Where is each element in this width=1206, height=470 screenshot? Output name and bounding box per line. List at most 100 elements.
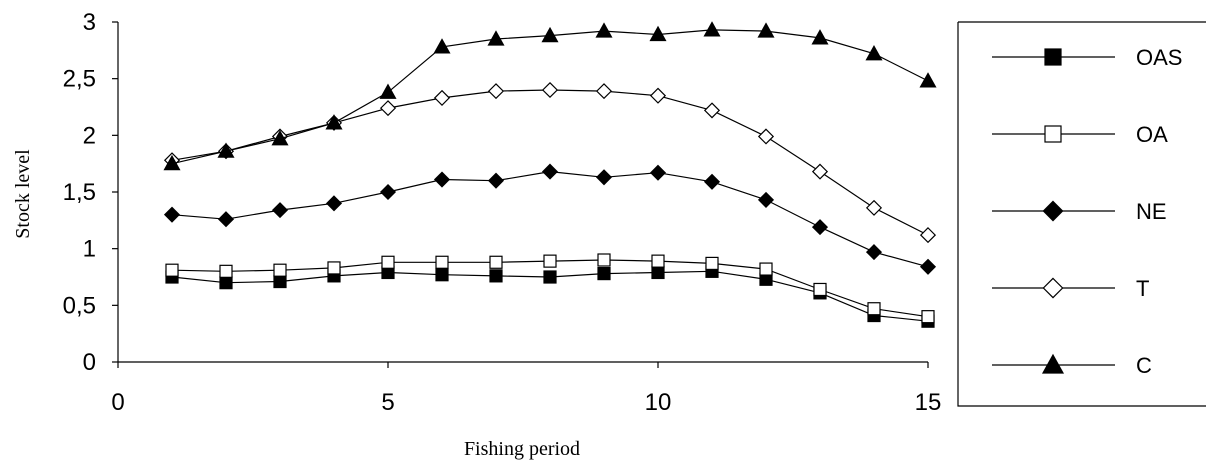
data-point [703,102,721,119]
data-point [649,164,667,181]
x-axis-ticks: 0 5 10 15 [111,362,941,416]
data-point [595,169,613,186]
legend-item: OA [992,122,1168,147]
data-point [543,254,557,268]
y-tick-label: 1 [83,236,96,263]
axes [117,22,928,363]
data-point [543,270,557,284]
data-point [865,44,883,61]
data-point [489,255,503,269]
data-point [867,302,881,316]
data-point [435,268,449,282]
legend-item: C [992,353,1152,378]
data-point [327,261,341,275]
legend: OAS OA NE T C [957,21,1206,407]
data-point [433,171,451,188]
data-point [595,22,613,38]
data-point [651,265,665,280]
data-point [757,128,775,145]
x-tick-label: 15 [915,389,942,416]
data-point [381,255,395,269]
x-tick-label: 10 [645,389,672,416]
legend-marker [1044,125,1062,143]
data-point [865,199,883,216]
y-tick-label: 0 [83,349,96,376]
x-tick-label: 0 [111,389,124,416]
data-point [705,256,719,270]
series-group [163,21,937,328]
data-point [325,114,343,130]
y-axis-title: Stock level [12,149,34,239]
data-point [379,183,397,201]
y-tick-label: 0,5 [63,292,96,319]
legend-marker [1042,277,1064,299]
legend-marker [1041,353,1065,374]
data-point [651,254,665,268]
legend-label: T [1136,276,1149,301]
data-point [487,83,505,100]
data-point [757,22,775,38]
data-point [811,29,829,45]
series-line [171,89,929,236]
data-point [919,72,937,88]
legend-label: C [1136,353,1152,378]
data-point [217,211,235,228]
x-axis-title: Fishing period [464,438,580,460]
data-point [595,83,613,100]
data-point [919,227,937,244]
data-point [379,83,397,99]
data-point [597,253,611,267]
data-point [165,263,179,277]
legend-item: NE [992,199,1167,224]
data-point [649,87,667,104]
data-point [271,129,289,146]
series-t [163,81,937,244]
data-point [325,195,343,212]
data-point [487,172,505,189]
data-point [757,191,775,208]
data-point [433,38,451,54]
data-point [541,81,559,99]
legend-label: OA [1136,122,1168,147]
data-point [865,244,883,261]
legend-label: NE [1136,199,1167,224]
series-oa [165,253,935,324]
data-point [433,89,451,106]
series-ne [163,163,937,275]
data-point [379,100,397,117]
y-tick-label: 2 [83,122,96,149]
data-point [163,206,181,223]
data-point [219,264,233,278]
y-tick-label: 3 [83,9,96,36]
legend-label: OAS [1136,45,1182,70]
data-point [487,30,505,46]
data-point [273,263,287,277]
x-tick-label: 5 [381,389,394,416]
legend-marker [1042,200,1064,222]
data-point [921,310,935,324]
series-c [163,21,937,171]
data-point [919,258,937,275]
data-point [541,26,559,43]
data-point [703,173,721,190]
data-point [489,269,503,283]
data-point [163,154,181,171]
data-point [219,276,233,290]
data-point [541,163,559,180]
data-point [273,274,287,289]
data-point [435,255,449,269]
data-point [703,21,721,37]
data-point [759,262,773,276]
y-tick-label: 2,5 [63,66,96,93]
y-axis-ticks: 0 0,5 1 1,5 2 2,5 3 [63,9,118,376]
legend-marker [1044,48,1062,66]
legend-frame [957,21,1206,407]
y-tick-label: 1,5 [63,179,96,206]
data-point [649,25,667,42]
data-point [811,163,829,180]
series-line [171,170,929,268]
data-point [811,219,829,236]
data-point [271,202,289,219]
data-point [597,267,611,281]
